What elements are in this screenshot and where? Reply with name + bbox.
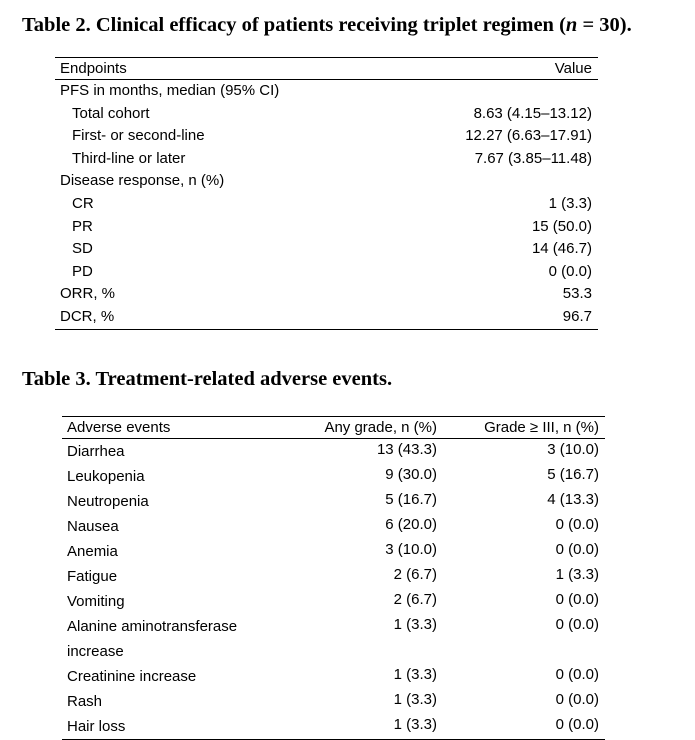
row: Neutropenia 5 (16.7) 4 (13.3)	[62, 489, 605, 514]
title-text: = 30).	[577, 14, 632, 36]
row-value: 15 (50.0)	[531, 217, 592, 235]
row-value: 0 (0.0)	[443, 714, 605, 740]
table-2-title: Table 2. Clinical efficacy of patients r…	[22, 14, 632, 37]
row: Alanine aminotransferase increase 1 (3.3)…	[62, 614, 605, 664]
row-label: CR	[72, 194, 94, 212]
row-label: Hair loss	[62, 714, 267, 740]
row-label: SD	[72, 240, 93, 258]
row: Leukopenia 9 (30.0) 5 (16.7)	[62, 464, 605, 489]
header-cell: Grade ≥ III, n (%)	[443, 416, 605, 439]
row-value: 1 (3.3)	[267, 714, 443, 740]
row-label: Neutropenia	[67, 493, 149, 510]
table-3-title: Table 3. Treatment-related adverse event…	[22, 368, 393, 390]
row-value: 5 (16.7)	[385, 491, 437, 508]
row-value: 96.7	[396, 305, 598, 330]
table-2: Endpoints Value PFS in months, median (95%…	[55, 57, 598, 330]
row: Vomiting 2 (6.7) 0 (0.0)	[62, 589, 605, 614]
row-value: 53.3	[562, 285, 592, 303]
row: Rash 1 (3.3) 0 (0.0)	[62, 689, 605, 714]
row-value: 1 (3.3)	[393, 666, 437, 683]
row-label: Anemia	[67, 543, 118, 560]
section-row: PFS in months, median (95% CI)	[55, 80, 598, 103]
row-value: 13 (43.3)	[376, 441, 437, 458]
row-value: 2 (6.7)	[393, 591, 437, 608]
row-value: 3 (10.0)	[547, 441, 599, 458]
section-label: Disease response, n (%)	[60, 172, 225, 190]
row: Anemia 3 (10.0) 0 (0.0)	[62, 539, 605, 564]
title-text: Table 2. Clinical efficacy of patients r…	[22, 14, 566, 36]
row-label: Fatigue	[67, 568, 118, 585]
empty-cell	[396, 80, 598, 103]
row-label: Nausea	[67, 518, 119, 535]
row: Diarrhea 13 (43.3) 3 (10.0)	[62, 439, 605, 465]
row-label: Total cohort	[72, 104, 150, 122]
row: CR 1 (3.3)	[55, 193, 598, 216]
row-label: Creatinine increase	[67, 668, 197, 685]
row: ORR, % 53.3	[55, 283, 598, 306]
row-value: 6 (20.0)	[385, 516, 437, 533]
row-value: 3 (10.0)	[385, 541, 437, 558]
row-value: 0 (0.0)	[555, 541, 599, 558]
row: Total cohort 8.63 (4.15–13.12)	[55, 103, 598, 126]
row-value: 0 (0.0)	[555, 516, 599, 533]
row-label: Third-line or later	[72, 149, 186, 167]
header-cell: Endpoints	[55, 57, 397, 80]
empty-cell	[396, 170, 598, 193]
header-row: Endpoints Value	[55, 57, 598, 80]
row: DCR, % 96.7	[55, 305, 598, 330]
header-cell: Adverse events	[62, 416, 267, 439]
row-label: PR	[72, 217, 93, 235]
row-value: 0 (0.0)	[548, 262, 592, 280]
row-label: Vomiting	[67, 593, 125, 610]
row-value: 0 (0.0)	[555, 666, 599, 683]
row-label: Leukopenia	[67, 468, 145, 485]
section-row: Disease response, n (%)	[55, 170, 598, 193]
page: Table 2. Clinical efficacy of patients r…	[22, 14, 632, 740]
row-value: 8.63 (4.15–13.12)	[473, 104, 592, 122]
row: Nausea 6 (20.0) 0 (0.0)	[62, 514, 605, 539]
row: SD 14 (46.7)	[55, 238, 598, 261]
row-value: 4 (13.3)	[547, 491, 599, 508]
row-value: 0 (0.0)	[555, 591, 599, 608]
table-3: Adverse events Any grade, n (%) Grade ≥ II…	[62, 416, 605, 740]
header-row: Adverse events Any grade, n (%) Grade ≥ II…	[62, 416, 605, 439]
row-label: Diarrhea	[67, 443, 125, 460]
row: Third-line or later 7.67 (3.85–11.48)	[55, 148, 598, 171]
row: First- or second-line 12.27 (6.63–17.91)	[55, 125, 598, 148]
header-cell: Any grade, n (%)	[267, 416, 443, 439]
row-value: 7.67 (3.85–11.48)	[474, 149, 592, 167]
row-label: ORR, %	[60, 285, 116, 303]
row-label: PD	[72, 262, 93, 280]
row: Hair loss 1 (3.3) 0 (0.0)	[62, 714, 605, 740]
row-value: 1 (3.3)	[393, 616, 437, 633]
row-value: 12.27 (6.63–17.91)	[465, 127, 592, 145]
row-value: 0 (0.0)	[555, 616, 599, 633]
row-label: DCR, %	[55, 305, 397, 330]
row: Fatigue 2 (6.7) 1 (3.3)	[62, 564, 605, 589]
row-value: 9 (30.0)	[385, 466, 437, 483]
row-value: 5 (16.7)	[547, 466, 599, 483]
row-label: Rash	[67, 693, 103, 710]
row-value: 1 (3.3)	[555, 566, 599, 583]
row-value: 2 (6.7)	[393, 566, 437, 583]
row-value: 1 (3.3)	[393, 691, 437, 708]
header-cell: Value	[396, 57, 598, 80]
row: PR 15 (50.0)	[55, 216, 598, 239]
section-label: PFS in months, median (95% CI)	[60, 82, 280, 99]
row-label: First- or second-line	[72, 127, 205, 145]
title-italic: n	[565, 14, 578, 36]
row: Creatinine increase 1 (3.3) 0 (0.0)	[62, 664, 605, 689]
row-value: 14 (46.7)	[531, 240, 592, 258]
row-value: 1 (3.3)	[548, 194, 592, 212]
row-label: Alanine aminotransferase increase	[67, 618, 238, 660]
row: PD 0 (0.0)	[55, 261, 598, 284]
row-value: 0 (0.0)	[555, 691, 599, 708]
